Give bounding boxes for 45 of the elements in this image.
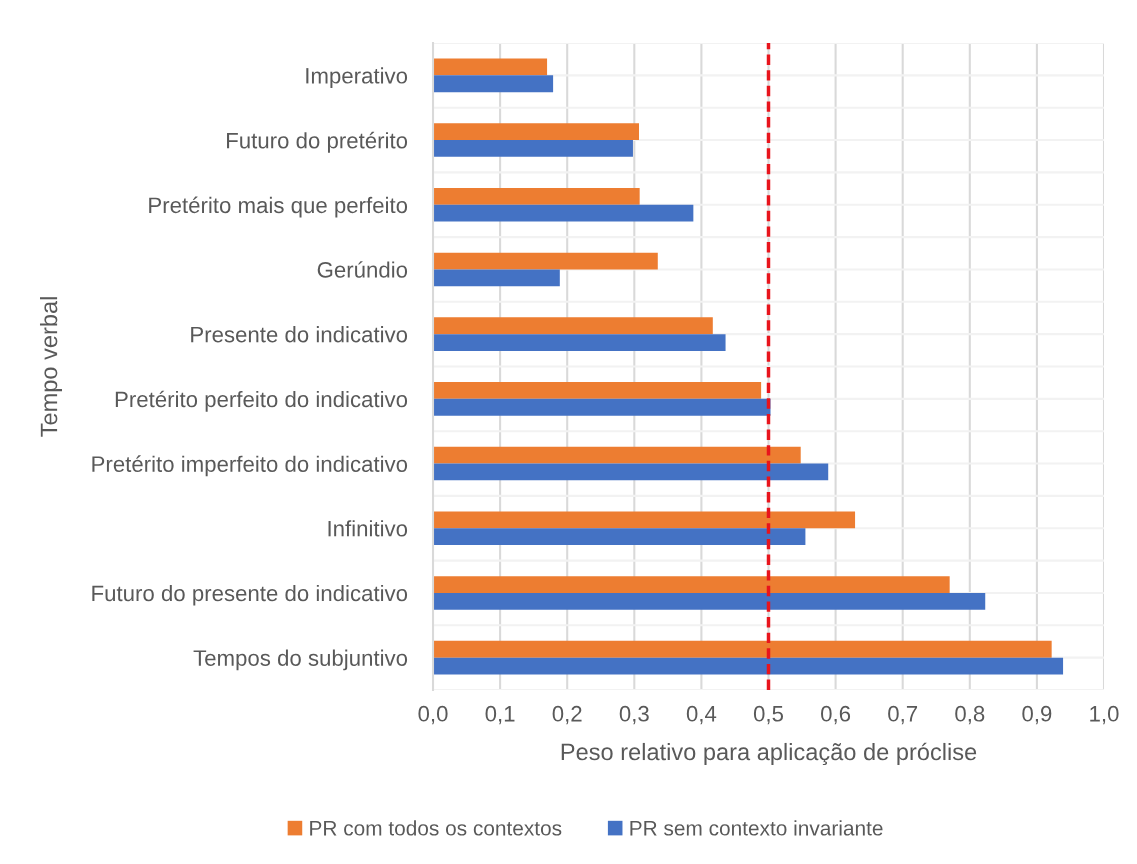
bar xyxy=(433,576,950,593)
y-tick-label: Presente do indicativo xyxy=(191,326,408,343)
x-tick-label: 0,2 xyxy=(552,705,582,725)
x-tick-label: 0,6 xyxy=(821,705,851,725)
bar xyxy=(433,252,658,270)
bar xyxy=(433,528,806,546)
x-tick-label: 1,0 xyxy=(1090,705,1119,725)
x-tick-label: 0,1 xyxy=(485,705,515,725)
bar xyxy=(433,640,1052,658)
bar xyxy=(433,140,633,157)
x-tick-label: 0,0 xyxy=(418,705,448,725)
bar xyxy=(433,317,713,335)
y-tick-label: Imperativo xyxy=(306,67,408,89)
bar xyxy=(433,75,554,93)
x-tick-label: 0,4 xyxy=(686,705,717,725)
x-tick-label: 0,9 xyxy=(1022,705,1052,725)
y-tick-label: Pretérito mais que perfeito xyxy=(149,196,408,218)
bar xyxy=(433,123,639,141)
y-tick-label: Tempos do subjuntivo xyxy=(193,649,408,671)
legend-label: PR sem contexto invariante xyxy=(630,820,883,836)
y-tick-label: Infinitivo xyxy=(328,520,408,537)
x-axis-title: Peso relativo para aplicação de próclise xyxy=(561,742,977,766)
bar xyxy=(433,511,856,529)
bar xyxy=(433,58,548,76)
bar xyxy=(433,334,726,351)
bar xyxy=(433,398,771,416)
legend-label: PR com todos os contextos xyxy=(310,820,562,836)
y-tick-label: Pretérito imperfeito do indicativo xyxy=(92,455,408,477)
x-tick-label: 0,5 xyxy=(753,705,784,725)
x-tick-label: 0,7 xyxy=(888,705,918,725)
y-tick-label: Futuro do pretérito xyxy=(227,131,408,153)
bar xyxy=(433,204,694,222)
y-tick-label: Pretérito perfeito do indicativo xyxy=(115,390,408,412)
y-tick-label: Futuro do presente do indicativo xyxy=(92,584,408,606)
bar xyxy=(433,382,762,399)
bar xyxy=(433,657,1064,675)
bar xyxy=(433,446,801,464)
y-axis-title: Tempo verbal xyxy=(39,297,62,437)
bar xyxy=(433,463,829,481)
bar xyxy=(433,187,640,205)
x-tick-label: 0,8 xyxy=(955,705,985,725)
bar xyxy=(433,592,986,610)
bar xyxy=(433,269,560,287)
y-tick-label: Gerúndio xyxy=(317,261,408,278)
x-tick-label: 0,3 xyxy=(619,705,649,725)
